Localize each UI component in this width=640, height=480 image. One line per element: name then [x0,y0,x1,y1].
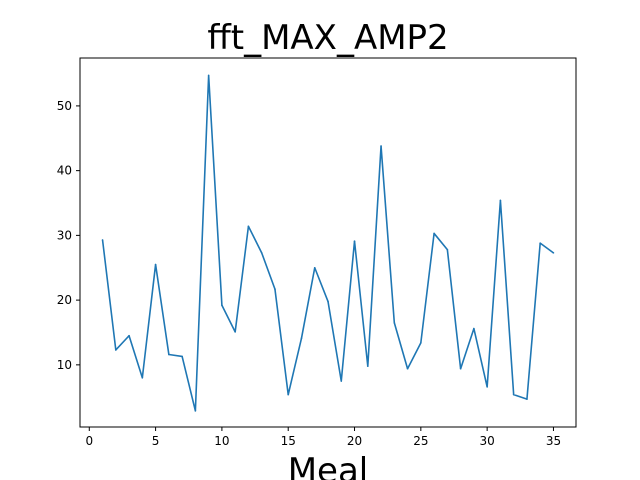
data-point [300,337,303,340]
y-axis: 10 20 30 40 50 [57,99,80,372]
data-point [313,266,316,269]
data-point [366,365,369,367]
data-point [512,393,515,396]
chart-title: fft_MAX_AMP2 [207,18,448,58]
data-point [128,334,130,337]
data-point [207,74,210,77]
x-tick-label: 0 [85,434,93,448]
data-series-line [101,74,554,412]
y-tick-label: 30 [57,228,72,242]
data-point [340,380,343,382]
y-tick-label: 20 [57,293,72,307]
data-points [101,74,555,412]
data-point [459,367,462,370]
y-tick-label: 10 [57,358,72,372]
x-axis: 0 5 10 15 20 25 30 35 [85,427,561,448]
x-axis-label: Meal [288,451,369,480]
plot-area [79,57,577,428]
data-point [101,239,104,241]
x-tick-label: 35 [546,434,561,448]
data-point [473,327,475,330]
data-point [552,252,555,254]
data-point [353,240,356,243]
data-point [499,199,502,202]
data-point [194,410,197,412]
x-tick-label: 15 [281,434,296,448]
x-tick-label: 30 [480,434,495,448]
data-point [115,349,117,351]
data-point [406,367,409,370]
data-point [221,304,223,307]
x-tick-label: 20 [347,434,362,448]
data-point [446,248,449,251]
data-point [420,342,422,344]
data-point [141,377,144,379]
data-point [247,225,250,228]
data-point [486,386,488,388]
data-point [287,393,290,396]
x-tick-label: 25 [413,434,428,448]
x-tick-label: 5 [152,434,160,448]
plot-frame [79,57,577,428]
data-point [154,263,157,266]
data-point [539,242,541,244]
data-point [433,232,435,235]
y-tick-label: 50 [57,99,72,113]
data-point [327,300,329,303]
data-point [380,145,382,147]
data-point [260,252,263,254]
x-tick-label: 10 [214,434,229,448]
data-point [168,353,170,356]
data-point [274,288,276,290]
data-point [526,398,528,400]
data-point [234,331,236,333]
y-tick-label: 40 [57,164,72,178]
data-point [181,355,183,358]
data-point [393,321,396,324]
